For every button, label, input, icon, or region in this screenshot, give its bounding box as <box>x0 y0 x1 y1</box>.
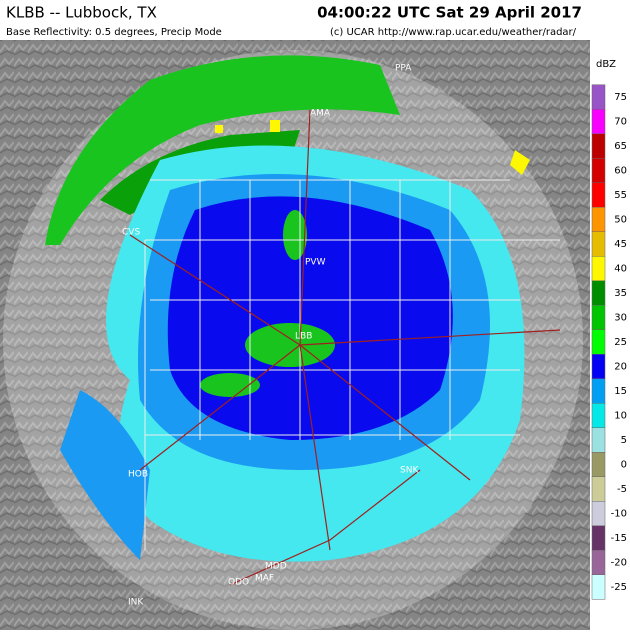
legend-label: -15 <box>611 533 627 544</box>
legend-label: 35 <box>614 288 627 299</box>
legend-swatch <box>591 378 606 404</box>
station-label: INK <box>128 598 144 608</box>
legend-swatch <box>591 452 606 477</box>
legend-label: 10 <box>614 411 627 422</box>
station-label: PVW <box>305 258 326 268</box>
station-label: ODO <box>228 578 249 588</box>
subtitle: Base Reflectivity: 0.5 degrees, Precip M… <box>6 27 222 38</box>
legend-swatch <box>591 158 606 183</box>
legend-swatch <box>591 574 606 600</box>
station-label: PPA <box>395 64 412 74</box>
map <box>0 40 590 630</box>
legend-label: 65 <box>614 141 627 152</box>
station-label: AMA <box>310 109 331 119</box>
legend-label: -25 <box>611 582 627 593</box>
stations: PPA AMA CVS PVW LBB HOB SNK MAF MDD ODO INK <box>122 64 419 608</box>
legend-swatch <box>591 329 606 355</box>
legend-swatch <box>591 109 606 134</box>
legend-label: 0 <box>621 460 627 471</box>
legend-swatch <box>591 231 606 257</box>
echo-sw <box>60 390 150 560</box>
legend-swatch <box>591 256 606 281</box>
legend-title: dBZ <box>596 59 616 70</box>
legend-label: 30 <box>614 313 627 324</box>
station-label: HOB <box>128 470 148 480</box>
roads <box>129 109 561 586</box>
legend-swatch <box>591 305 606 330</box>
legend-swatch <box>591 280 606 306</box>
echo-yellow-ne <box>510 150 530 175</box>
legend: 757065605550454035302520151050-5-10-15-2… <box>591 84 627 600</box>
legend-swatch <box>591 354 606 379</box>
legend-swatch <box>591 476 606 502</box>
echo-yellow <box>270 120 280 132</box>
credit: (c) UCAR http://www.rap.ucar.edu/weather… <box>330 27 577 38</box>
legend-label: -20 <box>611 558 627 569</box>
legend-label: 70 <box>614 117 627 128</box>
legend-label: 60 <box>614 166 627 177</box>
legend-swatch <box>591 84 606 110</box>
legend-label: -10 <box>611 509 627 520</box>
legend-label: 45 <box>614 239 627 250</box>
echo-blue <box>167 196 453 440</box>
legend-swatch <box>591 525 606 551</box>
legend-label: 25 <box>614 337 627 348</box>
timestamp: 04:00:22 UTC Sat 29 April 2017 <box>317 4 582 22</box>
echo-yellow <box>215 125 223 133</box>
legend-label: 20 <box>614 362 627 373</box>
title: KLBB -- Lubbock, TX <box>6 4 157 22</box>
legend-label: 15 <box>614 386 627 397</box>
legend-swatch <box>591 207 606 232</box>
echo-green-north <box>283 210 307 260</box>
legend-swatch <box>591 427 606 453</box>
station-label: SNK <box>400 466 419 476</box>
legend-label: 75 <box>614 92 627 103</box>
station-label: MDD <box>265 562 287 572</box>
station-label: CVS <box>122 228 140 238</box>
legend-label: 50 <box>614 215 627 226</box>
legend-swatch <box>591 133 606 159</box>
legend-swatch <box>591 182 606 208</box>
legend-label: 5 <box>621 435 627 446</box>
echo-green <box>45 55 400 245</box>
legend-label: 55 <box>614 190 627 201</box>
county-lines <box>144 179 560 550</box>
station-label: MAF <box>255 574 274 584</box>
legend-swatch <box>591 550 606 575</box>
legend-swatch <box>591 403 606 428</box>
legend-label: 40 <box>614 264 627 275</box>
echo-green-west <box>200 373 260 397</box>
station-label: LBB <box>295 332 312 342</box>
legend-swatch <box>591 501 606 526</box>
echo-green-center <box>245 323 335 367</box>
legend-label: -5 <box>617 484 627 495</box>
